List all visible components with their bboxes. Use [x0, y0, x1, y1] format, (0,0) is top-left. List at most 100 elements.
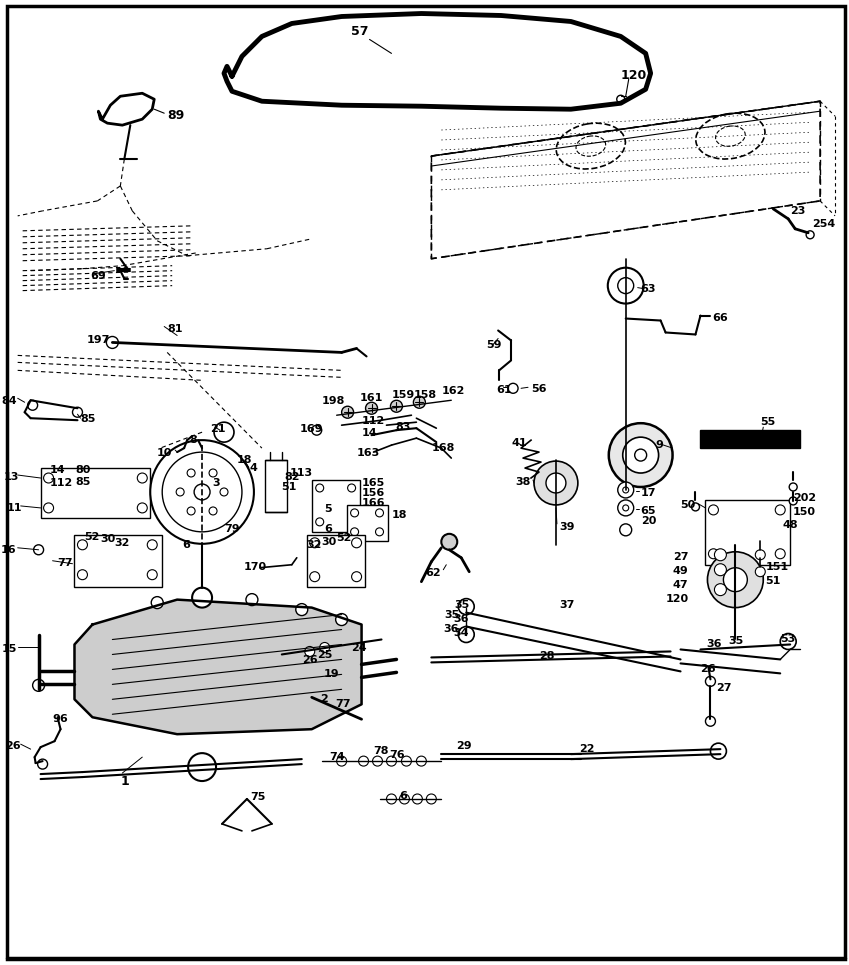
- Circle shape: [138, 503, 147, 513]
- Circle shape: [714, 584, 727, 595]
- Circle shape: [192, 588, 212, 608]
- Circle shape: [790, 497, 797, 505]
- Text: 85: 85: [81, 414, 96, 425]
- Circle shape: [426, 794, 436, 804]
- Circle shape: [714, 549, 727, 561]
- Text: 25: 25: [317, 650, 332, 660]
- Circle shape: [441, 534, 458, 550]
- Circle shape: [708, 505, 718, 515]
- Text: 50: 50: [680, 500, 695, 510]
- Circle shape: [458, 626, 475, 643]
- Text: 21: 21: [210, 425, 226, 434]
- Text: 89: 89: [167, 109, 184, 123]
- Text: 22: 22: [579, 744, 594, 755]
- Circle shape: [508, 383, 518, 394]
- Circle shape: [310, 538, 320, 548]
- Circle shape: [706, 676, 716, 686]
- Circle shape: [77, 539, 87, 550]
- Text: 166: 166: [362, 498, 385, 508]
- Circle shape: [413, 794, 422, 804]
- Circle shape: [246, 593, 258, 606]
- Text: 161: 161: [360, 394, 383, 403]
- Circle shape: [194, 484, 210, 500]
- Text: 202: 202: [793, 493, 816, 503]
- Circle shape: [373, 757, 383, 766]
- Circle shape: [691, 503, 700, 510]
- Text: 63: 63: [641, 284, 656, 293]
- Circle shape: [305, 647, 315, 656]
- Text: 65: 65: [641, 506, 656, 516]
- Text: 28: 28: [539, 651, 554, 661]
- Text: 30: 30: [100, 534, 115, 544]
- Circle shape: [187, 469, 195, 477]
- Polygon shape: [75, 599, 362, 734]
- Text: 2: 2: [320, 695, 328, 704]
- Text: 27: 27: [717, 683, 732, 694]
- Circle shape: [187, 507, 195, 515]
- Circle shape: [391, 400, 402, 412]
- Text: 5: 5: [324, 504, 332, 514]
- Circle shape: [618, 278, 633, 293]
- Text: 41: 41: [511, 438, 526, 448]
- Circle shape: [402, 757, 412, 766]
- Circle shape: [220, 488, 228, 496]
- Text: 47: 47: [673, 580, 689, 590]
- Text: 112: 112: [362, 416, 385, 427]
- Text: 4: 4: [250, 463, 258, 473]
- Circle shape: [546, 473, 566, 493]
- Circle shape: [780, 633, 796, 649]
- Circle shape: [188, 753, 216, 781]
- Circle shape: [28, 400, 37, 410]
- Circle shape: [316, 518, 323, 526]
- Text: 169: 169: [300, 425, 323, 434]
- Circle shape: [609, 424, 672, 487]
- Bar: [265, 460, 287, 511]
- Circle shape: [347, 518, 356, 526]
- Circle shape: [138, 473, 147, 483]
- Text: 76: 76: [390, 750, 405, 760]
- Circle shape: [351, 509, 358, 517]
- Circle shape: [347, 484, 356, 492]
- Text: 55: 55: [761, 417, 775, 427]
- Text: 112: 112: [49, 478, 73, 488]
- Circle shape: [399, 794, 409, 804]
- Text: 197: 197: [87, 336, 110, 345]
- Text: 6: 6: [183, 539, 190, 550]
- Bar: [346, 505, 389, 540]
- Circle shape: [366, 402, 378, 414]
- Text: 159: 159: [391, 390, 414, 400]
- Text: 35: 35: [728, 636, 744, 646]
- Text: 19: 19: [323, 670, 340, 679]
- Text: 48: 48: [782, 520, 798, 530]
- Circle shape: [775, 549, 785, 559]
- Text: 62: 62: [425, 567, 441, 578]
- Circle shape: [312, 426, 322, 435]
- Circle shape: [618, 482, 633, 498]
- Circle shape: [32, 679, 45, 691]
- Text: 163: 163: [357, 448, 380, 458]
- Circle shape: [622, 487, 629, 493]
- Circle shape: [386, 757, 396, 766]
- Circle shape: [458, 598, 475, 615]
- Text: 14: 14: [49, 465, 65, 475]
- Bar: [75, 535, 162, 587]
- Bar: [706, 500, 790, 565]
- Text: 66: 66: [712, 313, 728, 322]
- Text: 20: 20: [641, 516, 656, 526]
- Text: 17: 17: [641, 488, 656, 498]
- Circle shape: [375, 528, 384, 536]
- Text: 82: 82: [284, 472, 300, 482]
- Text: 36: 36: [706, 640, 722, 649]
- Text: 162: 162: [441, 386, 464, 397]
- Text: 26: 26: [700, 665, 716, 675]
- Circle shape: [620, 524, 632, 536]
- Circle shape: [77, 569, 87, 580]
- Circle shape: [756, 550, 765, 560]
- Circle shape: [151, 596, 163, 609]
- Circle shape: [351, 528, 358, 536]
- Circle shape: [807, 231, 814, 238]
- Text: 32: 32: [306, 539, 322, 550]
- Circle shape: [209, 507, 217, 515]
- Text: 51: 51: [281, 482, 297, 492]
- Circle shape: [618, 500, 633, 516]
